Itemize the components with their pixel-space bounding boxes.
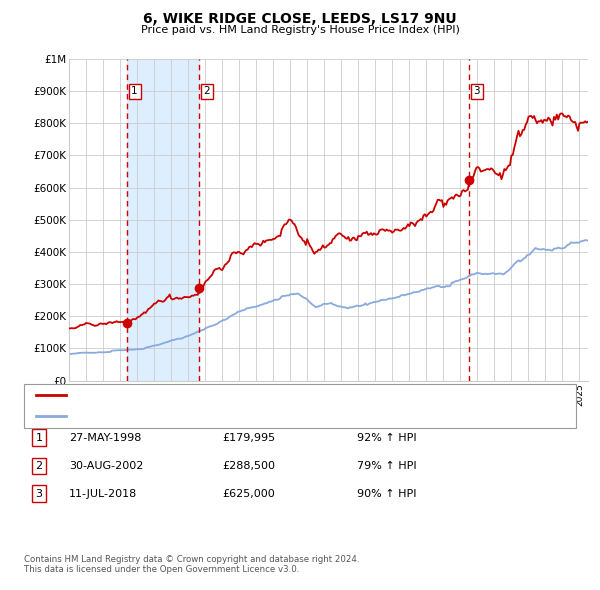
Text: 90% ↑ HPI: 90% ↑ HPI bbox=[357, 489, 416, 499]
Text: £288,500: £288,500 bbox=[222, 461, 275, 471]
Text: 30-AUG-2002: 30-AUG-2002 bbox=[69, 461, 143, 471]
Text: 2: 2 bbox=[203, 86, 210, 96]
Text: 6, WIKE RIDGE CLOSE, LEEDS, LS17 9NU (detached house): 6, WIKE RIDGE CLOSE, LEEDS, LS17 9NU (de… bbox=[72, 391, 359, 400]
Text: 6, WIKE RIDGE CLOSE, LEEDS, LS17 9NU: 6, WIKE RIDGE CLOSE, LEEDS, LS17 9NU bbox=[143, 12, 457, 26]
Text: HPI: Average price, detached house, Leeds: HPI: Average price, detached house, Leed… bbox=[72, 411, 281, 421]
Text: Contains HM Land Registry data © Crown copyright and database right 2024.
This d: Contains HM Land Registry data © Crown c… bbox=[24, 555, 359, 574]
Text: £625,000: £625,000 bbox=[222, 489, 275, 499]
Text: £179,995: £179,995 bbox=[222, 433, 275, 442]
Text: 27-MAY-1998: 27-MAY-1998 bbox=[69, 433, 142, 442]
Text: 92% ↑ HPI: 92% ↑ HPI bbox=[357, 433, 416, 442]
Text: 3: 3 bbox=[473, 86, 480, 96]
Text: 3: 3 bbox=[35, 489, 43, 499]
Text: 1: 1 bbox=[131, 86, 138, 96]
Text: 1: 1 bbox=[35, 433, 43, 442]
Bar bbox=[127, 59, 199, 381]
Text: 2: 2 bbox=[35, 461, 43, 471]
Text: Price paid vs. HM Land Registry's House Price Index (HPI): Price paid vs. HM Land Registry's House … bbox=[140, 25, 460, 35]
Text: 79% ↑ HPI: 79% ↑ HPI bbox=[357, 461, 416, 471]
Text: 11-JUL-2018: 11-JUL-2018 bbox=[69, 489, 137, 499]
